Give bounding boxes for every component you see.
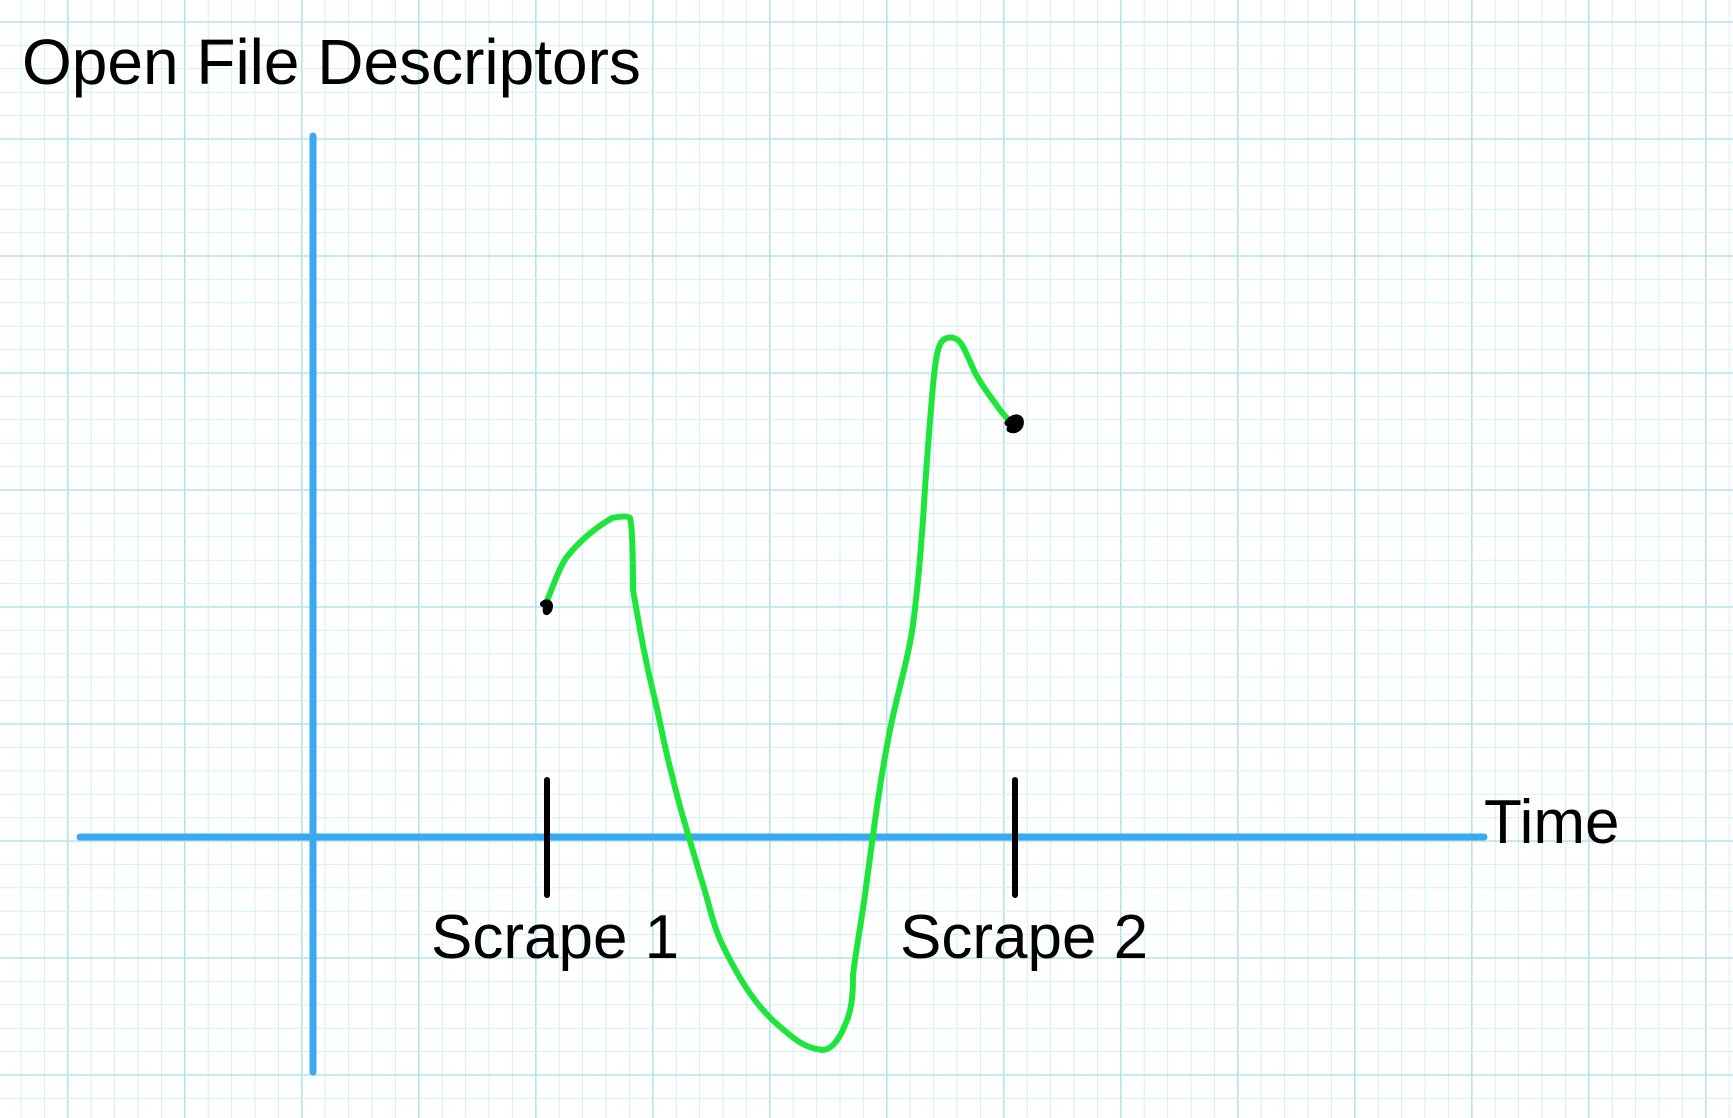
x-axis-title: Time [1484, 788, 1620, 857]
y-axis-title: Open File Descriptors [22, 26, 641, 98]
curve-start-dot [540, 599, 554, 616]
green-curve [542, 334, 1015, 1053]
scrape-1-label: Scrape 1 [431, 903, 680, 972]
scrape-2-label: Scrape 2 [900, 903, 1149, 972]
curve-end-dot [1004, 414, 1024, 434]
